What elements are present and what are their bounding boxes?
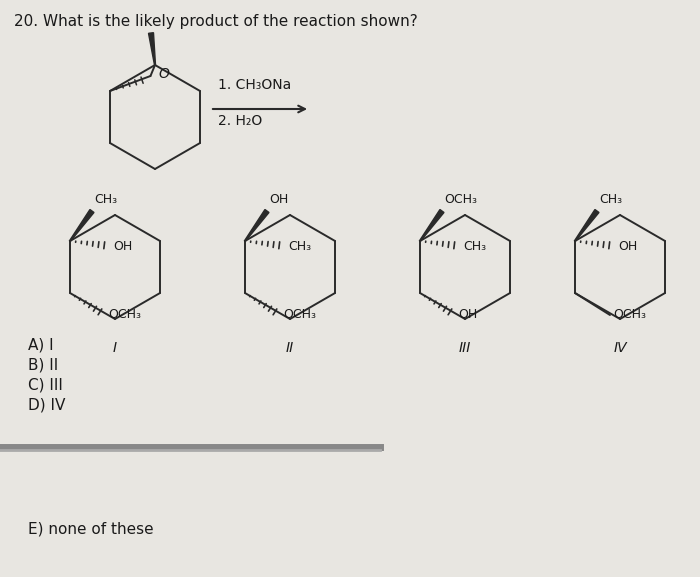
Polygon shape [244,209,269,241]
Text: CH₃: CH₃ [94,193,117,206]
Text: O: O [158,67,169,81]
Text: C) III: C) III [28,377,63,392]
Text: III: III [458,341,471,355]
Text: OCH₃: OCH₃ [613,309,646,321]
Polygon shape [575,209,599,241]
Text: OCH₃: OCH₃ [108,309,141,321]
Text: CH₃: CH₃ [463,239,486,253]
Text: D) IV: D) IV [28,397,65,412]
Text: II: II [286,341,294,355]
Text: A) I: A) I [28,337,54,352]
Text: OCH₃: OCH₃ [283,309,316,321]
Text: CH₃: CH₃ [599,193,622,206]
Text: 2. H₂O: 2. H₂O [218,114,262,128]
Text: IV: IV [613,341,626,355]
Text: CH₃: CH₃ [288,239,311,253]
Text: I: I [113,341,117,355]
Polygon shape [419,209,444,241]
Text: OH: OH [113,239,132,253]
Text: B) II: B) II [28,357,58,372]
Text: 1. CH₃ONa: 1. CH₃ONa [218,78,291,92]
Polygon shape [148,33,155,65]
Polygon shape [69,209,94,241]
Text: 20. What is the likely product of the reaction shown?: 20. What is the likely product of the re… [14,14,418,29]
Text: OH: OH [458,309,477,321]
Text: OCH₃: OCH₃ [444,193,477,206]
Text: OH: OH [269,193,288,206]
Text: E) none of these: E) none of these [28,522,153,537]
Text: OH: OH [618,239,637,253]
